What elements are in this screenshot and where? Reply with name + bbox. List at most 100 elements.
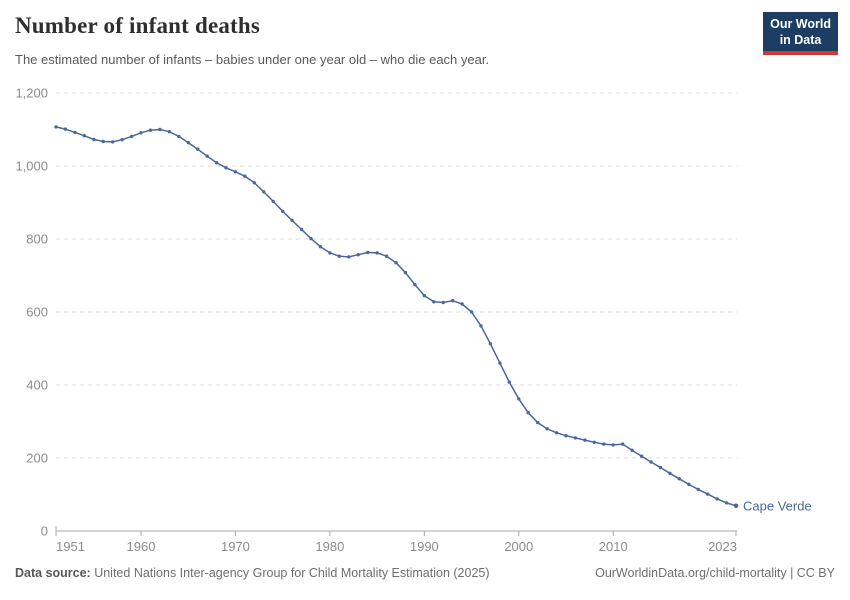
data-point-2010 [611,443,615,447]
x-tick-label-2010: 2010 [599,539,628,554]
x-tick-label-1970: 1970 [221,539,250,554]
data-point-1999 [507,380,511,384]
data-source: Data source: United Nations Inter-agency… [15,566,490,580]
data-point-1988 [403,270,408,275]
data-point-1985 [375,251,379,255]
data-point-2002 [536,420,540,425]
data-point-1995 [469,310,474,314]
page-title: Number of infant deaths [15,13,261,38]
data-point-2016 [668,471,672,475]
owid-url-link[interactable]: OurWorldinData.org/child-mortality | CC … [595,566,835,580]
owid-logo-line2: in Data [779,32,822,47]
y-tick-label-400: 400 [26,378,48,393]
data-point-1970 [233,170,238,174]
data-point-2004 [554,431,559,435]
data-point-1990 [422,293,426,298]
data-point-2017 [677,477,681,481]
x-tick-label-2023: 2023 [708,539,737,554]
data-point-2009 [602,442,606,446]
data-point-2023 [733,503,739,509]
data-point-1973 [262,190,266,194]
data-point-1952 [63,127,68,131]
data-point-2020 [706,492,710,496]
data-point-2018 [687,482,691,486]
data-point-1993 [451,299,455,303]
data-point-2005 [564,434,568,438]
chart-footer: Data source: United Nations Inter-agency… [15,566,835,580]
data-point-2008 [592,440,596,444]
data-point-1965 [186,140,190,145]
y-tick-label-600: 600 [26,305,48,320]
data-point-1966 [196,147,200,151]
x-tick-label-1951: 1951 [56,539,85,554]
data-point-1961 [148,128,153,132]
data-point-1981 [337,254,341,258]
data-point-1953 [73,130,77,135]
data-point-1979 [318,245,323,249]
chart-subtitle: The estimated number of infants – babies… [15,52,490,67]
data-point-1977 [299,227,304,232]
data-point-1959 [129,134,134,139]
data-point-1960 [139,131,143,135]
data-point-1957 [111,140,115,144]
data-point-1968 [214,161,219,165]
data-point-1994 [460,302,464,306]
data-point-2003 [545,427,549,431]
data-point-1998 [498,361,502,365]
data-line-cape-verde [55,126,737,507]
x-tick-label-1980: 1980 [315,539,344,554]
data-point-2021 [715,497,719,501]
data-point-1980 [328,251,332,255]
x-tick-label-2000: 2000 [504,539,533,554]
data-point-1964 [177,134,181,139]
x-tick-label-1960: 1960 [127,539,156,554]
data-point-1976 [290,218,294,223]
y-tick-label-0: 0 [41,524,48,539]
data-source-text: United Nations Inter-agency Group for Ch… [90,566,490,580]
y-tick-label-800: 800 [26,232,48,247]
data-point-2006 [573,436,578,440]
owid-logo-line1: Our World [770,17,831,31]
data-point-1967 [205,154,209,158]
data-source-label: Data source: [15,566,91,580]
data-point-1991 [432,300,436,304]
data-point-1971 [243,174,247,178]
data-point-1951 [54,125,58,129]
y-tick-label-1200: 1,200 [15,86,48,101]
data-point-1972 [252,181,256,185]
data-point-2015 [658,465,663,470]
y-tick-label-200: 200 [26,451,48,466]
data-point-1974 [271,199,275,204]
owid-logo[interactable]: Our World in Data [763,12,838,56]
data-point-1975 [281,209,285,213]
data-point-1996 [479,324,483,328]
entity-label: Cape Verde [743,498,812,513]
data-point-1958 [120,138,124,142]
data-point-1987 [394,261,398,265]
data-point-2001 [526,411,530,415]
data-point-2012 [630,448,634,452]
y-tick-label-1000: 1,000 [15,159,48,174]
data-point-2000 [517,397,521,401]
data-point-1984 [366,250,370,255]
data-point-1986 [384,254,389,258]
data-point-2022 [724,501,729,505]
data-point-1962 [158,127,162,132]
data-point-1983 [356,253,360,257]
data-point-1978 [309,236,313,241]
data-point-1969 [224,166,228,170]
data-point-2007 [583,438,587,442]
data-point-1956 [101,139,105,144]
data-point-1955 [92,137,96,142]
data-point-2014 [649,460,653,464]
data-point-1992 [441,300,445,305]
data-point-2013 [639,454,644,458]
data-point-1982 [347,255,351,259]
data-point-1963 [167,130,171,134]
data-point-1989 [413,282,417,287]
data-point-2019 [696,487,700,492]
x-tick-label-1990: 1990 [410,539,439,554]
data-point-1997 [488,342,493,346]
